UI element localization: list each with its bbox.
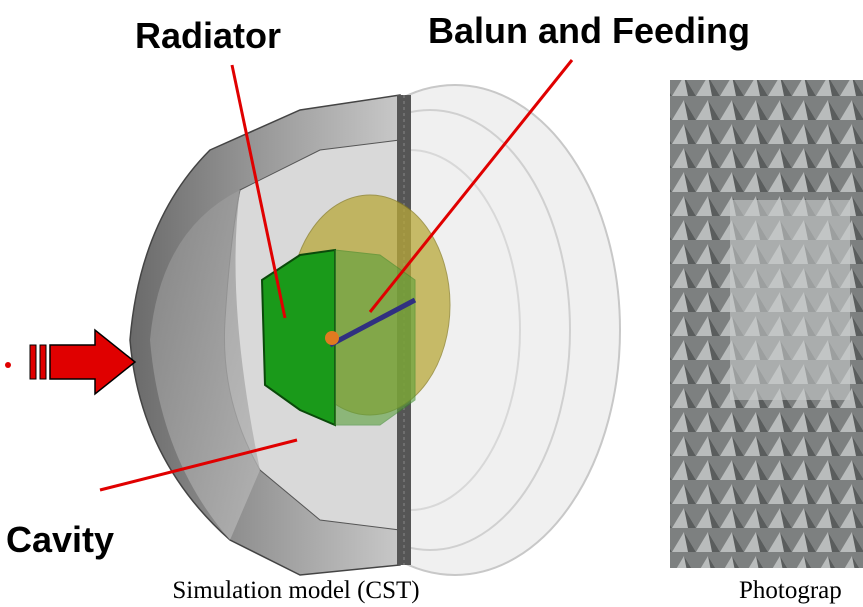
caption-right: Photograp [739,577,842,604]
label-balun: Balun and Feeding [428,10,750,51]
label-cavity: Cavity [6,519,114,560]
arrow [5,330,135,394]
photo-block [730,200,850,400]
figure: Radiator Balun and Feeding Cavity Simula… [0,0,863,607]
caption-left: Simulation model (CST) [172,577,419,604]
feed [325,331,339,345]
label-radiator: Radiator [135,15,281,56]
